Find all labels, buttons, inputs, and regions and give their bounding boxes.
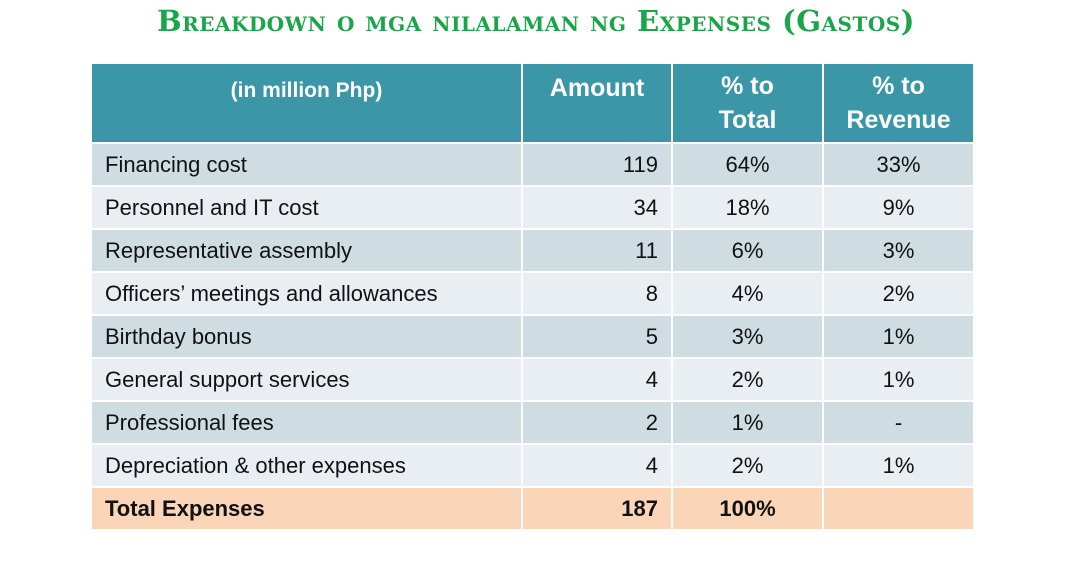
total-pct-revenue [822, 486, 975, 531]
row-label: Officers’ meetings and allowances [90, 271, 523, 316]
row-pct-revenue: 33% [822, 142, 975, 187]
row-pct-revenue: 3% [822, 228, 975, 273]
table-row: Representative assembly 11 6% 3% [90, 228, 975, 273]
row-pct-revenue: 1% [822, 443, 975, 488]
row-pct-total: 1% [671, 400, 824, 445]
slide-title: Breakdown o mga nilalaman ng Expenses (G… [157, 4, 915, 38]
row-label: Personnel and IT cost [90, 185, 523, 230]
expenses-table: (in million Php) Amount % to Total % to … [90, 62, 975, 531]
header-pct-revenue-line2: Revenue [846, 106, 951, 134]
total-label: Total Expenses [90, 486, 523, 531]
row-pct-total: 4% [671, 271, 824, 316]
row-pct-revenue: - [822, 400, 975, 445]
table-row: Professional fees 2 1% - [90, 400, 975, 445]
row-amount: 8 [521, 271, 673, 316]
row-pct-revenue: 1% [822, 314, 975, 359]
row-pct-revenue: 2% [822, 271, 975, 316]
table-row: Financing cost 119 64% 33% [90, 142, 975, 187]
row-pct-total: 18% [671, 185, 824, 230]
table-row: Depreciation & other expenses 4 2% 1% [90, 443, 975, 488]
row-amount: 119 [521, 142, 673, 187]
row-pct-revenue: 9% [822, 185, 975, 230]
header-amount: Amount [521, 62, 673, 144]
row-label: General support services [90, 357, 523, 402]
row-amount: 4 [521, 357, 673, 402]
header-pct-total-line2: Total [718, 106, 777, 134]
row-amount: 34 [521, 185, 673, 230]
row-pct-total: 64% [671, 142, 824, 187]
row-label: Professional fees [90, 400, 523, 445]
row-label: Birthday bonus [90, 314, 523, 359]
row-amount: 4 [521, 443, 673, 488]
row-label: Representative assembly [90, 228, 523, 273]
table-row: Personnel and IT cost 34 18% 9% [90, 185, 975, 230]
total-pct-total: 100% [671, 486, 824, 531]
table-row: Birthday bonus 5 3% 1% [90, 314, 975, 359]
row-pct-total: 2% [671, 357, 824, 402]
header-label: (in million Php) [90, 62, 523, 144]
row-pct-total: 2% [671, 443, 824, 488]
table-header-row: (in million Php) Amount % to Total % to … [90, 62, 975, 144]
total-row: Total Expenses 187 100% [90, 486, 975, 531]
header-pct-revenue-line1: % to [872, 72, 925, 100]
row-label: Financing cost [90, 142, 523, 187]
table-row: General support services 4 2% 1% [90, 357, 975, 402]
header-pct-total-line1: % to [721, 72, 774, 100]
row-amount: 2 [521, 400, 673, 445]
row-amount: 11 [521, 228, 673, 273]
row-pct-revenue: 1% [822, 357, 975, 402]
row-label: Depreciation & other expenses [90, 443, 523, 488]
header-pct-revenue: % to Revenue [822, 62, 975, 144]
total-amount: 187 [521, 486, 673, 531]
header-pct-total: % to Total [671, 62, 824, 144]
row-pct-total: 6% [671, 228, 824, 273]
row-amount: 5 [521, 314, 673, 359]
row-pct-total: 3% [671, 314, 824, 359]
table-row: Officers’ meetings and allowances 8 4% 2… [90, 271, 975, 316]
